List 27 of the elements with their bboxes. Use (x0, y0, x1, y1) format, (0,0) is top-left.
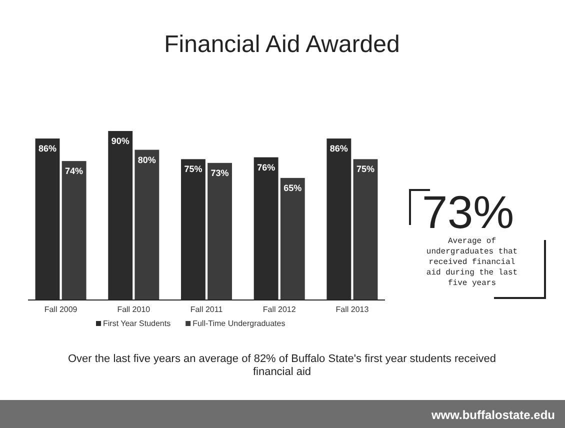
text: www.buffalostate.edu (430, 408, 555, 422)
x-tick-label: Fall 2012 (262, 304, 296, 314)
x-tick-label: Fall 2011 (190, 304, 224, 314)
text: Average of undergraduates that received financial aid during the last five years (426, 237, 518, 288)
x-tick-label: Fall 2013 (336, 304, 370, 314)
data-label: 75% (184, 164, 202, 174)
x-tick-label: Fall 2010 (117, 304, 151, 314)
chart-title: Financial Aid Awarded (164, 31, 400, 58)
bar (280, 178, 305, 300)
x-tick-label: Fall 2009 (44, 304, 78, 314)
text: 73% (422, 186, 514, 238)
data-label: 75% (356, 164, 375, 174)
bar (62, 161, 86, 300)
data-label: 86% (38, 144, 57, 154)
text: Over the last five years an average of 82% of Buffalo State's first year students received financial aid (68, 353, 496, 378)
bar (353, 159, 378, 300)
bar (134, 150, 160, 300)
legend-label: Full-Time Undergraduates (192, 319, 286, 328)
data-label: 76% (257, 162, 276, 172)
data-label: 73% (210, 168, 229, 178)
data-label: 90% (111, 136, 130, 146)
legend-label: First Year Students (103, 319, 171, 328)
data-label: 65% (284, 182, 302, 193)
bar (208, 162, 232, 300)
data-label: 86% (330, 144, 348, 154)
data-label: 74% (65, 166, 84, 176)
data-label: 80% (138, 154, 156, 165)
